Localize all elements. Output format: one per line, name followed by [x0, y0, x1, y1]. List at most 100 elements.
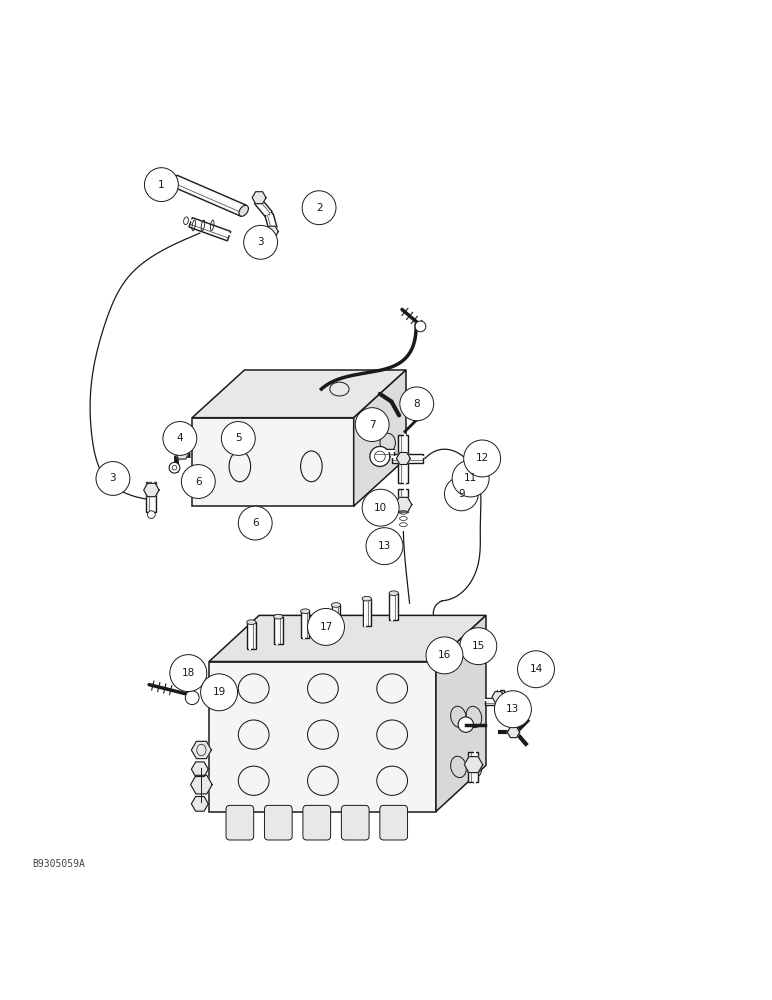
Circle shape — [366, 528, 403, 565]
Circle shape — [144, 168, 178, 202]
Polygon shape — [209, 662, 436, 812]
Polygon shape — [485, 698, 504, 705]
Text: 13: 13 — [506, 704, 520, 714]
Text: B9305059A: B9305059A — [32, 859, 85, 869]
Text: 13: 13 — [378, 541, 391, 551]
Circle shape — [400, 387, 434, 421]
Text: 7: 7 — [369, 420, 375, 430]
Polygon shape — [209, 615, 486, 662]
Polygon shape — [464, 757, 482, 773]
Circle shape — [517, 651, 554, 688]
Polygon shape — [175, 447, 189, 459]
Circle shape — [222, 422, 256, 455]
Polygon shape — [265, 213, 277, 230]
Circle shape — [244, 225, 278, 259]
Ellipse shape — [239, 205, 249, 216]
Polygon shape — [191, 741, 212, 759]
Polygon shape — [147, 482, 157, 512]
Polygon shape — [395, 497, 411, 512]
Circle shape — [355, 408, 389, 442]
Circle shape — [302, 191, 336, 225]
Polygon shape — [392, 454, 422, 463]
Text: 10: 10 — [374, 503, 388, 513]
Polygon shape — [254, 198, 273, 217]
Polygon shape — [301, 611, 310, 638]
Text: 19: 19 — [212, 687, 225, 697]
Polygon shape — [375, 449, 394, 456]
Circle shape — [307, 608, 344, 645]
Text: 11: 11 — [464, 473, 477, 483]
Text: 2: 2 — [316, 203, 323, 213]
Polygon shape — [436, 615, 486, 812]
Polygon shape — [507, 727, 520, 738]
Text: 6: 6 — [252, 518, 259, 528]
Circle shape — [426, 637, 463, 674]
Circle shape — [163, 422, 197, 455]
Polygon shape — [191, 775, 212, 794]
Polygon shape — [492, 692, 504, 702]
Polygon shape — [398, 435, 408, 483]
Text: 3: 3 — [110, 473, 117, 483]
Polygon shape — [398, 489, 408, 512]
FancyBboxPatch shape — [303, 805, 330, 840]
FancyBboxPatch shape — [341, 805, 369, 840]
Polygon shape — [144, 483, 159, 497]
Text: 6: 6 — [195, 477, 201, 487]
Polygon shape — [252, 192, 266, 204]
Ellipse shape — [331, 603, 340, 607]
Circle shape — [169, 462, 180, 473]
Text: 14: 14 — [530, 664, 543, 674]
Text: 3: 3 — [257, 237, 264, 247]
Circle shape — [458, 717, 473, 732]
Polygon shape — [191, 797, 208, 811]
Circle shape — [464, 440, 500, 477]
Polygon shape — [332, 605, 340, 632]
FancyBboxPatch shape — [380, 805, 408, 840]
Text: 16: 16 — [438, 650, 451, 660]
Polygon shape — [497, 690, 504, 702]
Polygon shape — [397, 453, 410, 464]
Polygon shape — [274, 617, 283, 644]
Text: 12: 12 — [476, 453, 489, 463]
Circle shape — [185, 691, 199, 705]
Circle shape — [445, 477, 479, 511]
FancyBboxPatch shape — [265, 805, 292, 840]
Circle shape — [181, 465, 215, 498]
Circle shape — [201, 674, 238, 711]
Circle shape — [494, 691, 531, 728]
Polygon shape — [189, 218, 231, 241]
Text: 1: 1 — [158, 180, 164, 190]
Circle shape — [452, 460, 489, 497]
Polygon shape — [247, 622, 256, 649]
Text: 4: 4 — [177, 433, 183, 443]
Circle shape — [460, 628, 496, 665]
Text: 15: 15 — [472, 641, 485, 651]
Polygon shape — [192, 370, 406, 418]
Circle shape — [96, 462, 130, 495]
Text: 9: 9 — [458, 489, 465, 499]
Circle shape — [370, 446, 390, 466]
Text: 8: 8 — [414, 399, 420, 409]
Polygon shape — [469, 752, 479, 782]
Ellipse shape — [389, 591, 398, 596]
Circle shape — [362, 489, 399, 526]
Text: 5: 5 — [235, 433, 242, 443]
Ellipse shape — [300, 609, 310, 614]
Polygon shape — [191, 762, 208, 777]
Ellipse shape — [274, 614, 283, 619]
Ellipse shape — [362, 596, 371, 601]
Polygon shape — [354, 370, 406, 506]
Polygon shape — [192, 418, 354, 506]
Circle shape — [170, 655, 207, 692]
Polygon shape — [389, 593, 398, 620]
Circle shape — [415, 321, 426, 332]
Polygon shape — [266, 226, 279, 237]
Polygon shape — [363, 599, 371, 626]
Ellipse shape — [184, 217, 188, 225]
Ellipse shape — [247, 620, 256, 624]
Text: 17: 17 — [320, 622, 333, 632]
FancyBboxPatch shape — [226, 805, 254, 840]
Circle shape — [147, 511, 155, 518]
Text: 18: 18 — [181, 668, 195, 678]
Circle shape — [239, 506, 273, 540]
